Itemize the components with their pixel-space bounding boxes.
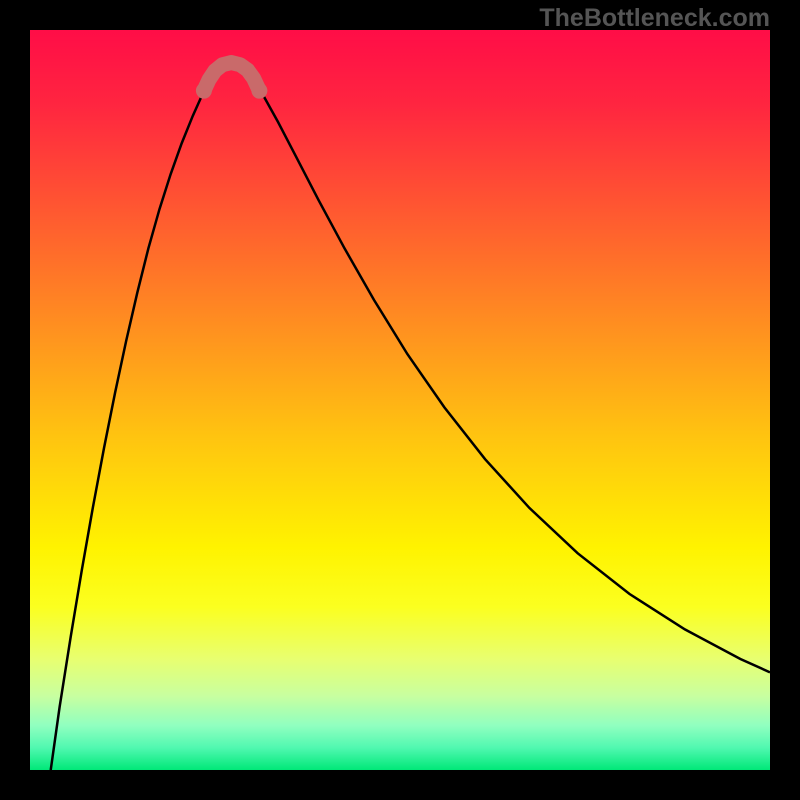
curve-left <box>51 77 212 770</box>
plot-area <box>30 30 770 770</box>
chart-curves <box>30 30 770 770</box>
trough-marker-dot <box>251 83 267 99</box>
curve-right <box>252 77 770 672</box>
trough-marker <box>204 63 260 91</box>
watermark-text: TheBottleneck.com <box>539 4 770 33</box>
trough-marker-dot <box>196 83 212 99</box>
